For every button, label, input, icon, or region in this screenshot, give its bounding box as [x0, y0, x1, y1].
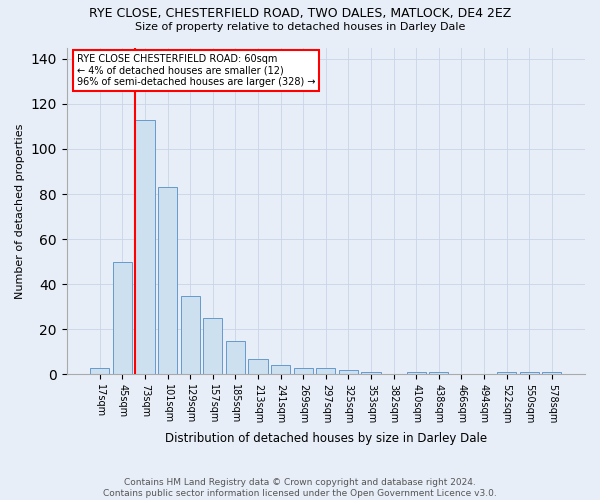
Text: RYE CLOSE, CHESTERFIELD ROAD, TWO DALES, MATLOCK, DE4 2EZ: RYE CLOSE, CHESTERFIELD ROAD, TWO DALES,…	[89, 8, 511, 20]
Bar	[158, 188, 177, 374]
Bar	[271, 366, 290, 374]
Bar	[497, 372, 516, 374]
X-axis label: Distribution of detached houses by size in Darley Dale: Distribution of detached houses by size …	[165, 432, 487, 445]
Bar	[136, 120, 155, 374]
Y-axis label: Number of detached properties: Number of detached properties	[15, 124, 25, 298]
Bar	[407, 372, 426, 374]
Bar	[316, 368, 335, 374]
Text: Size of property relative to detached houses in Darley Dale: Size of property relative to detached ho…	[135, 22, 465, 32]
Bar	[429, 372, 448, 374]
Text: RYE CLOSE CHESTERFIELD ROAD: 60sqm
← 4% of detached houses are smaller (12)
96% : RYE CLOSE CHESTERFIELD ROAD: 60sqm ← 4% …	[77, 54, 316, 87]
Bar	[248, 358, 268, 374]
Bar	[361, 372, 380, 374]
Bar	[293, 368, 313, 374]
Bar	[113, 262, 132, 374]
Bar	[520, 372, 539, 374]
Bar	[203, 318, 223, 374]
Bar	[90, 368, 109, 374]
Bar	[542, 372, 562, 374]
Bar	[339, 370, 358, 374]
Bar	[226, 340, 245, 374]
Text: Contains HM Land Registry data © Crown copyright and database right 2024.
Contai: Contains HM Land Registry data © Crown c…	[103, 478, 497, 498]
Bar	[181, 296, 200, 374]
